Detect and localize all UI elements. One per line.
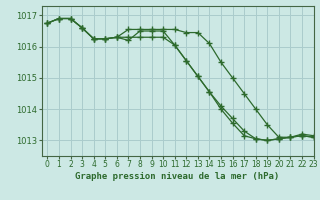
X-axis label: Graphe pression niveau de la mer (hPa): Graphe pression niveau de la mer (hPa) <box>76 172 280 181</box>
